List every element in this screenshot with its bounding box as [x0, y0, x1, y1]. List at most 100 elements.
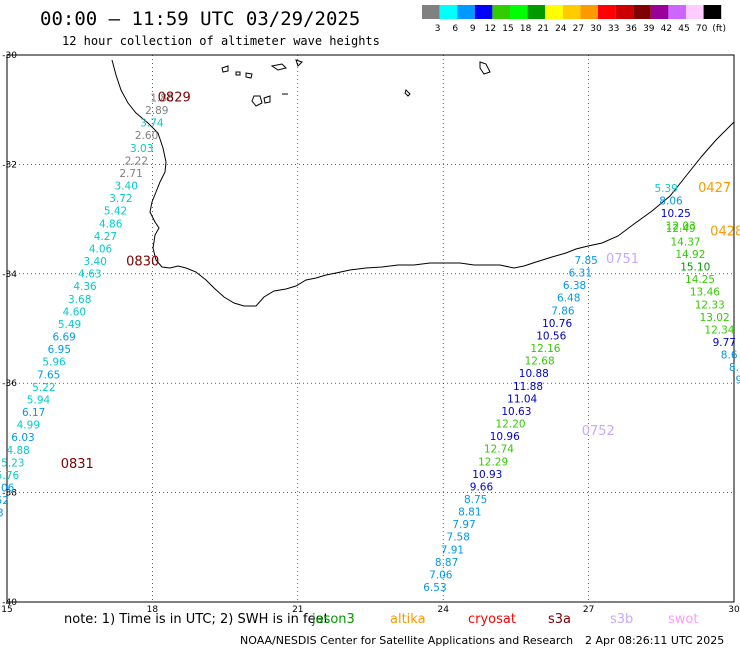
- wave-height-value: 4.86: [99, 218, 123, 230]
- wave-height-value: 4.27: [94, 231, 117, 243]
- wave-height-value: 6.95: [48, 344, 71, 356]
- latitude-tick-label: -34: [2, 270, 17, 280]
- wave-height-value: 6.03: [11, 432, 34, 444]
- wave-height-value: 10.63: [501, 406, 531, 418]
- pass-time-label: 0831: [61, 457, 94, 472]
- satellite-legend-item: swot: [668, 612, 699, 627]
- wave-height-value: 12.20: [496, 419, 526, 431]
- wave-height-value: 9.66: [470, 481, 494, 493]
- wave-height-value: 3.68: [68, 294, 91, 306]
- wave-height-value: 6.31: [569, 268, 592, 280]
- wave-height-value: 5.94: [27, 394, 51, 406]
- wave-height-value: 4.63: [78, 269, 101, 281]
- altimeter-tracks: 1.882.893.742.603.032.222.713.403.725.42…: [0, 92, 740, 594]
- east-track: 5.398.0610.2512.0312.4914.3714.9215.1014…: [654, 183, 740, 387]
- wave-height-value: 7.65: [37, 369, 60, 381]
- wave-height-value: 6.06: [0, 483, 15, 495]
- colorbar-label: (ft): [712, 24, 726, 34]
- colorbar-label: 3: [435, 24, 441, 34]
- wave-height-value: 12.29: [478, 456, 508, 468]
- colorbar-swatch: [562, 5, 581, 19]
- wave-height-value: 14.37: [671, 236, 701, 248]
- colorbar-label: 33: [608, 24, 619, 34]
- satellite-legend-item: s3a: [548, 612, 572, 627]
- wave-height-value: 4.60: [63, 306, 86, 318]
- wave-height-value: 7.06: [429, 569, 453, 581]
- credit-line: NOAA/NESDIS Center for Satellite Applica…: [240, 634, 574, 647]
- colorbar-swatch: [474, 5, 493, 19]
- wave-height-value: 10.25: [661, 208, 691, 220]
- longitude-tick-label: 18: [147, 605, 159, 615]
- axis-tick-labels: 15 18 21 24 27 30 -30 -32 -34 -36 -38 -40: [1, 51, 740, 615]
- longitude-tick-label: 21: [292, 605, 303, 615]
- generation-timestamp: 2 Apr 08:26:11 UTC 2025: [585, 634, 725, 647]
- wave-height-value: 6.48: [557, 293, 580, 305]
- wave-height-value: 10.93: [472, 469, 502, 481]
- wave-height-value: 13.02: [700, 312, 730, 324]
- wave-height-value: 9.77: [713, 337, 736, 349]
- inland-lake-6: [295, 59, 303, 67]
- longitude-tick-label: 15: [1, 605, 12, 615]
- colorbar-swatch: [422, 5, 440, 19]
- wave-height-value: 8.06: [659, 195, 683, 207]
- wave-height-value: 14.92: [675, 249, 705, 261]
- wave-height-value: 10.76: [542, 318, 572, 330]
- wave-height-value: 10.56: [536, 330, 566, 342]
- wave-height-value: 14.25: [685, 274, 715, 286]
- wave-height-value: 5.96: [42, 357, 66, 369]
- longitude-tick-label: 24: [437, 605, 449, 615]
- wave-height-value: 10.96: [490, 431, 520, 443]
- colorbar-label: 24: [555, 24, 567, 34]
- colorbar-swatch: [510, 5, 528, 19]
- longitude-tick-label: 27: [583, 605, 594, 615]
- colorbar-swatch: [686, 5, 704, 19]
- wave-height-value: 12.74: [484, 444, 514, 456]
- wave-height-value: 3.74: [140, 118, 164, 130]
- wave-height-value: 7.58: [447, 532, 470, 544]
- wave-height-value: 8.81: [458, 507, 481, 519]
- wave-height-value: 5.42: [104, 206, 127, 218]
- wave-height-value: 10.88: [519, 368, 549, 380]
- wave-height-value: 12.03: [666, 220, 696, 232]
- wave-height-value: 5.23: [1, 457, 24, 469]
- colorbar-swatch: [650, 5, 669, 19]
- wave-height-value: 6.17: [22, 407, 45, 419]
- wave-height-value: 4.36: [73, 281, 97, 293]
- wave-height-value: 9: [736, 375, 740, 387]
- colorbar-swatch: [545, 5, 563, 19]
- colorbar-label: 45: [678, 24, 689, 34]
- colorbar-label: 15: [502, 24, 513, 34]
- wave-height-value: 8.: [729, 362, 739, 374]
- wave-height-value: 8.6: [721, 350, 738, 362]
- pass-time-label: 0427: [698, 181, 731, 196]
- colorbar-swatch: [527, 5, 546, 19]
- wave-height-value: 11.88: [513, 381, 543, 393]
- latitude-tick-label: -36: [2, 379, 17, 389]
- wave-height-value: 13.46: [690, 287, 720, 299]
- wave-height-value: 4.06: [89, 243, 113, 255]
- map-frame: [6, 54, 735, 603]
- wave-height-value: 2.22: [125, 155, 148, 167]
- satellite-legend-item: altika: [390, 612, 426, 627]
- latitude-tick-label: -40: [2, 598, 17, 608]
- wave-height-value: 6.53: [423, 582, 446, 594]
- wave-height-value: 5.76: [0, 470, 19, 482]
- wave-height-value: 11.04: [507, 393, 537, 405]
- longitude-tick-label: 30: [728, 605, 740, 615]
- inland-lake-4: [263, 95, 271, 104]
- latitude-tick-label: -30: [2, 51, 17, 61]
- inland-lake-3: [251, 95, 263, 107]
- pass-time-label: 0752: [582, 424, 615, 439]
- pass-time-label: 0829: [158, 90, 191, 105]
- map-subtitle: 12 hour collection of altimeter wave hei…: [62, 34, 380, 48]
- wave-height-value: 15.10: [680, 262, 710, 274]
- graticule-grid: [7, 55, 734, 602]
- wave-height-value: 7.86: [551, 305, 575, 317]
- inland-lake-2: [245, 72, 253, 79]
- latitude-tick-label: -38: [2, 489, 17, 499]
- central-track: 7.856.316.386.487.8610.7610.5612.1612.68…: [423, 255, 598, 594]
- satellite-legend-item: cryosat: [468, 612, 516, 627]
- latitude-tick-label: -32: [2, 160, 17, 170]
- wave-height-value: 2.60: [135, 130, 158, 142]
